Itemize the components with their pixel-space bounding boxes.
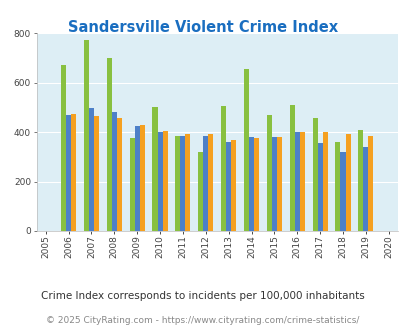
Bar (185, 135, 190, 231)
Bar (276, 137, 281, 231)
Bar (203, 136, 208, 231)
Bar (134, 126, 139, 231)
Bar (208, 135, 213, 231)
Bar (271, 138, 276, 231)
Bar (84, 41, 89, 231)
Bar (162, 131, 167, 231)
Bar (175, 136, 180, 231)
Bar (367, 136, 373, 231)
Bar (94, 116, 99, 231)
Text: Sandersville Violent Crime Index: Sandersville Violent Crime Index (68, 20, 337, 35)
Bar (89, 109, 94, 231)
Bar (157, 132, 162, 231)
Bar (266, 115, 271, 231)
Bar (230, 140, 236, 231)
Bar (111, 112, 117, 231)
Bar (243, 69, 248, 231)
Bar (335, 142, 340, 231)
Text: © 2025 CityRating.com - https://www.cityrating.com/crime-statistics/: © 2025 CityRating.com - https://www.city… (46, 316, 359, 325)
Bar (289, 105, 294, 231)
Bar (254, 138, 258, 231)
Bar (117, 118, 121, 231)
Bar (340, 152, 345, 231)
Bar (226, 142, 230, 231)
Bar (129, 138, 134, 231)
Bar (358, 130, 362, 231)
Bar (294, 132, 299, 231)
Bar (322, 132, 327, 231)
Bar (248, 138, 254, 231)
Bar (71, 114, 76, 231)
Bar (180, 136, 185, 231)
Bar (221, 106, 226, 231)
Bar (362, 148, 367, 231)
Text: Crime Index corresponds to incidents per 100,000 inhabitants: Crime Index corresponds to incidents per… (41, 291, 364, 301)
Bar (152, 107, 157, 231)
Bar (107, 58, 111, 231)
Bar (66, 115, 71, 231)
Bar (299, 132, 304, 231)
Bar (198, 152, 203, 231)
Bar (139, 125, 144, 231)
Bar (317, 143, 322, 231)
Bar (61, 65, 66, 231)
Bar (312, 118, 317, 231)
Bar (345, 135, 350, 231)
